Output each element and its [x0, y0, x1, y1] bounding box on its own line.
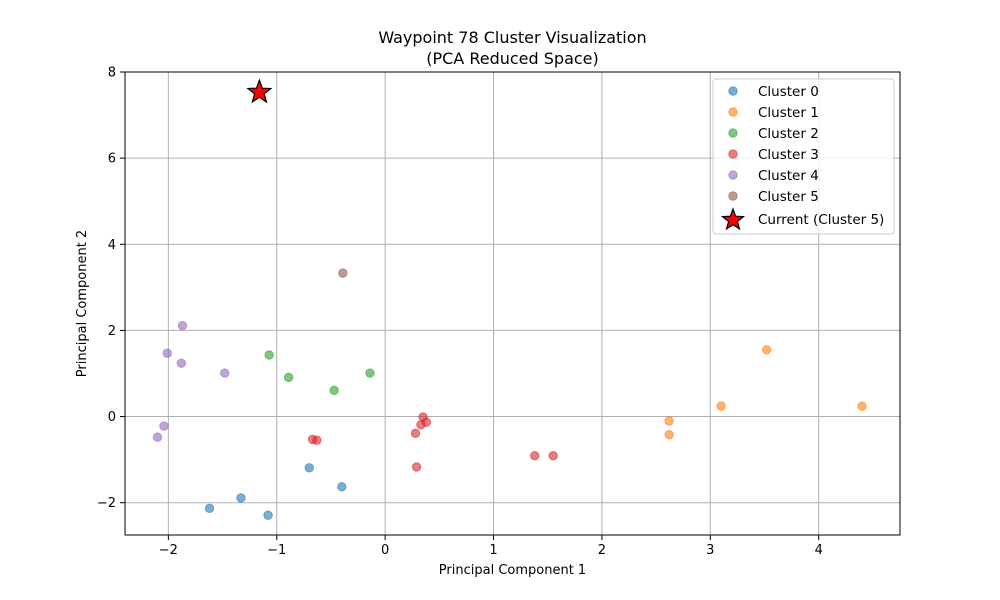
y-tick-label: 0 — [108, 410, 116, 425]
legend-label: Cluster 3 — [758, 147, 819, 163]
legend-box — [712, 78, 895, 235]
cluster-0-point — [304, 463, 314, 473]
cluster-5-point — [338, 268, 348, 278]
cluster-3-point — [410, 428, 421, 439]
legend-marker-cluster-2 — [728, 128, 738, 138]
x-tick-label: 4 — [815, 543, 823, 558]
cluster-0-point — [337, 482, 347, 492]
data-points — [152, 78, 867, 520]
x-tick-label: 2 — [598, 543, 606, 558]
chart-title-line-1: Waypoint 78 Cluster Visualization — [378, 28, 646, 47]
x-tick-label: −2 — [159, 543, 178, 558]
cluster-0-point — [263, 510, 273, 520]
legend-label: Current (Cluster 5) — [758, 212, 884, 228]
x-tick-label: 1 — [489, 543, 497, 558]
cluster-4-point — [162, 348, 172, 358]
cluster-4-point — [159, 421, 169, 431]
cluster-1-point — [664, 429, 674, 440]
cluster-3-point — [530, 451, 540, 461]
cluster-1-point — [716, 401, 726, 411]
chart-title-line-2: (PCA Reduced Space) — [426, 49, 599, 68]
x-tick-label: 3 — [706, 543, 714, 558]
cluster-0-point — [204, 503, 215, 513]
legend-label: Cluster 2 — [758, 126, 819, 142]
cluster-3-point — [312, 435, 322, 445]
cluster-4-point — [220, 368, 230, 378]
cluster-3-point — [416, 420, 426, 430]
cluster-4-point — [152, 432, 163, 442]
current-position-star — [246, 78, 273, 104]
legend-marker-cluster-0 — [728, 86, 738, 96]
legend-label: Cluster 0 — [758, 84, 819, 100]
legend-items: Cluster 0 Cluster 1 Cluster 2 Cluster 3 Clus… — [720, 84, 884, 231]
legend-marker-cluster-1 — [728, 107, 738, 117]
cluster-4-point — [177, 320, 188, 331]
plot-frame — [124, 71, 901, 536]
cluster-2-point — [283, 372, 294, 383]
cluster-2-point — [329, 385, 339, 395]
x-axis-label: Principal Component 1 — [439, 563, 586, 578]
cluster-1-point — [664, 416, 674, 426]
y-axis-label: Principal Component 2 — [75, 230, 90, 377]
legend: Cluster 0 Cluster 1 Cluster 2 Cluster 3 Clus… — [712, 78, 895, 235]
cluster-0-point — [236, 493, 246, 503]
legend-marker-cluster-4 — [728, 170, 738, 180]
cluster-2-point — [264, 350, 274, 360]
cluster-4-point — [176, 358, 187, 368]
legend-label: Cluster 4 — [758, 168, 819, 184]
cluster-2-point — [365, 368, 375, 378]
y-tick-label: 8 — [108, 66, 116, 81]
y-tick-label: 2 — [108, 324, 116, 339]
x-tick-label: 0 — [381, 543, 389, 558]
legend-marker-cluster-5 — [728, 191, 738, 201]
legend-marker-cluster-3 — [728, 149, 738, 159]
x-tick-label: −1 — [267, 543, 286, 558]
legend-label: Cluster 5 — [758, 189, 819, 205]
y-tick-label: 6 — [108, 152, 116, 167]
cluster-1-point — [761, 345, 772, 355]
legend-marker-current-star — [720, 207, 746, 231]
cluster-3-point — [411, 462, 422, 472]
cluster-1-point — [857, 401, 867, 411]
cluster-3-point — [548, 451, 558, 461]
legend-label: Cluster 1 — [758, 105, 819, 121]
y-tick-label: 4 — [108, 238, 116, 253]
axis-ticks: −2 −1 0 1 2 3 4 −2 0 2 4 6 8 — [97, 66, 823, 559]
y-tick-label: −2 — [97, 496, 116, 511]
